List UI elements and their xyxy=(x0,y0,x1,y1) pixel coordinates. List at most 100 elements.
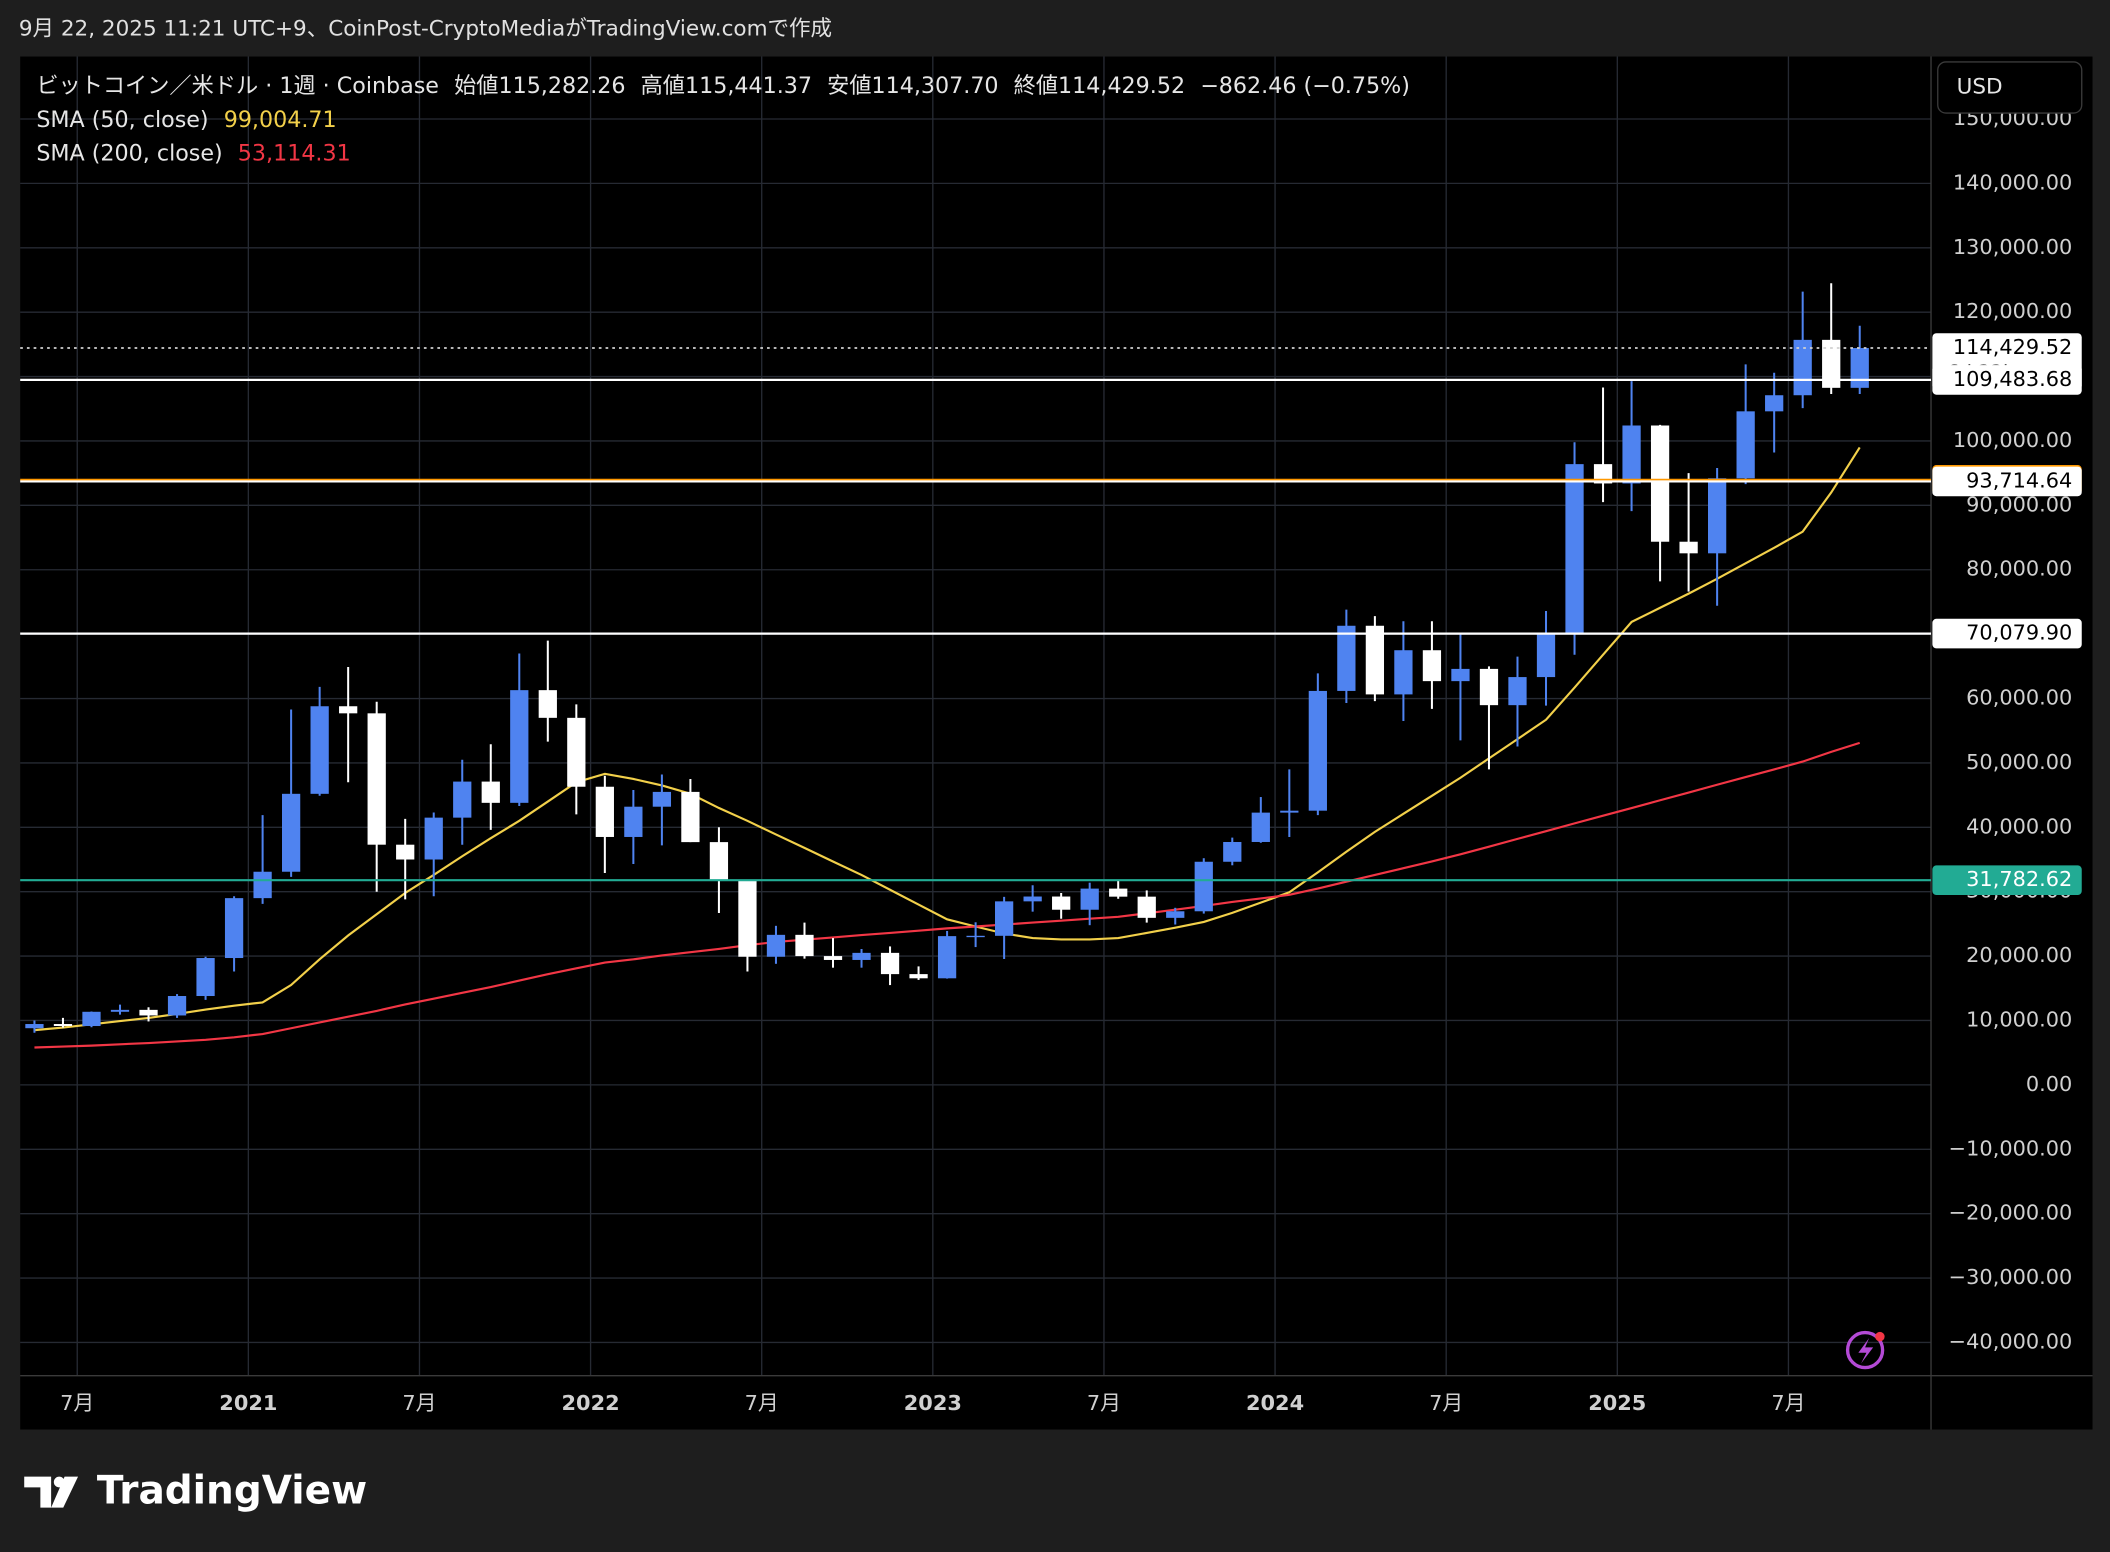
high-label: 高値 xyxy=(641,73,685,99)
logo-mark-dot xyxy=(53,1476,65,1488)
y-tick-label: 90,000.00 xyxy=(1966,492,2072,516)
candle-body xyxy=(1736,411,1755,479)
candle-body xyxy=(1166,911,1185,918)
candle-body xyxy=(196,958,215,997)
y-tick-label: 0.00 xyxy=(2026,1072,2072,1096)
candle-body xyxy=(652,791,672,807)
open: 115,282.26 xyxy=(498,73,625,99)
x-tick-label: 7月 xyxy=(1771,1391,1805,1415)
candle-body xyxy=(852,952,871,960)
caption: 9月 22, 2025 11:21 UTC+9、CoinPost-CryptoM… xyxy=(19,17,832,42)
currency-button[interactable] xyxy=(1937,61,2083,114)
x-tick-label: 2024 xyxy=(1246,1391,1304,1415)
candle-body xyxy=(1822,339,1841,388)
candle-body xyxy=(339,706,358,714)
sma-line xyxy=(34,741,1861,1049)
candle-body xyxy=(937,936,957,979)
price-label-box xyxy=(1932,466,2082,497)
y-tick-label: −40,000.00 xyxy=(1949,1329,2073,1353)
candle-body xyxy=(1251,812,1270,842)
sma50-value: 99,004.71 xyxy=(224,106,337,132)
candle-body xyxy=(1394,650,1413,695)
sma200-value: 53,114.31 xyxy=(238,140,351,166)
candle-body xyxy=(766,934,786,957)
sma-line xyxy=(34,446,1861,1032)
y-tick-label: 120,000.00 xyxy=(1953,299,2072,323)
candle-body xyxy=(909,974,928,979)
candle-body xyxy=(994,901,1014,936)
legend-sma200: SMA (200, close) 53,114.31 xyxy=(36,140,350,166)
candle-body xyxy=(1109,888,1128,897)
price-label: 31,782.62 xyxy=(1966,867,2072,891)
y-tick-label: 40,000.00 xyxy=(1966,814,2072,838)
x-tick-label: 2022 xyxy=(562,1391,620,1415)
legend-entry: SMA (200, close) xyxy=(36,140,222,166)
candle-body xyxy=(1137,896,1156,918)
price-label: 70,079.90 xyxy=(1966,621,2072,645)
x-tick-label: 7月 xyxy=(1087,1391,1121,1415)
candle-body xyxy=(966,935,985,938)
price-label-box xyxy=(1932,865,2082,896)
candle-body xyxy=(595,786,614,837)
chart-area xyxy=(20,56,2093,1430)
candle-body xyxy=(1650,425,1670,542)
currency[interactable]: USD xyxy=(1957,74,2003,99)
low: 114,307.70 xyxy=(872,73,999,99)
y-tick-label: 20,000.00 xyxy=(1966,943,2072,967)
open-label: 始値 xyxy=(454,73,498,99)
candle-body xyxy=(1194,861,1213,912)
x-tick-label: 7月 xyxy=(60,1391,94,1415)
candle-body xyxy=(1765,395,1784,412)
y-tick-label: −20,000.00 xyxy=(1949,1201,2073,1225)
candle-body xyxy=(1422,650,1442,682)
x-tick-label: 2023 xyxy=(904,1391,962,1415)
candle-body xyxy=(795,934,814,957)
candle-body xyxy=(25,1024,44,1029)
candle-body xyxy=(1622,425,1641,484)
candle-body xyxy=(538,690,557,718)
candle-body xyxy=(880,952,900,975)
candle-body xyxy=(167,996,187,1016)
candle-body xyxy=(1850,348,1869,388)
candle-body xyxy=(823,956,843,960)
candle-body xyxy=(396,844,415,860)
y-tick-label: 100,000.00 xyxy=(1953,428,2072,452)
y-tick-label: −10,000.00 xyxy=(1949,1136,2073,1160)
candle-body xyxy=(1708,478,1727,554)
x-tick-label: 7月 xyxy=(1429,1391,1463,1415)
candle-body xyxy=(224,898,244,959)
x-tick-label: 2021 xyxy=(219,1391,277,1415)
grid xyxy=(20,56,1932,1376)
candle-body xyxy=(310,706,329,794)
logo-mark xyxy=(24,1476,79,1508)
symbol: ビットコイン／米ドル · 1週 · Coinbase xyxy=(36,73,439,99)
candle-body xyxy=(1508,677,1527,706)
candle-body xyxy=(253,871,272,899)
alert-icon[interactable] xyxy=(1845,1330,1885,1370)
candle-body xyxy=(624,806,643,837)
price-label-box xyxy=(1932,618,2082,649)
candle-body xyxy=(1023,896,1042,902)
candle-body xyxy=(1679,541,1698,554)
candle-body xyxy=(481,781,500,803)
candle-body xyxy=(1451,668,1470,682)
y-tick-label: 50,000.00 xyxy=(1966,750,2072,774)
low-label: 安値 xyxy=(827,73,871,99)
candle-body xyxy=(738,880,757,957)
price-label: 109,483.68 xyxy=(1953,367,2072,391)
x-tick-label: 7月 xyxy=(402,1391,436,1415)
candle-body xyxy=(1280,810,1299,813)
candle-body xyxy=(82,1011,101,1027)
candle-body xyxy=(367,713,386,845)
y-tick-label: 10,000.00 xyxy=(1966,1007,2072,1031)
candle-body xyxy=(281,793,301,872)
candle-body xyxy=(53,1024,73,1027)
x-tick-label: 2025 xyxy=(1588,1391,1646,1415)
x-tick-label: 7月 xyxy=(745,1391,779,1415)
alert-dot xyxy=(1875,1331,1885,1342)
candle-body xyxy=(510,690,529,803)
candle-body xyxy=(1080,888,1099,910)
candle-body xyxy=(1308,690,1327,811)
